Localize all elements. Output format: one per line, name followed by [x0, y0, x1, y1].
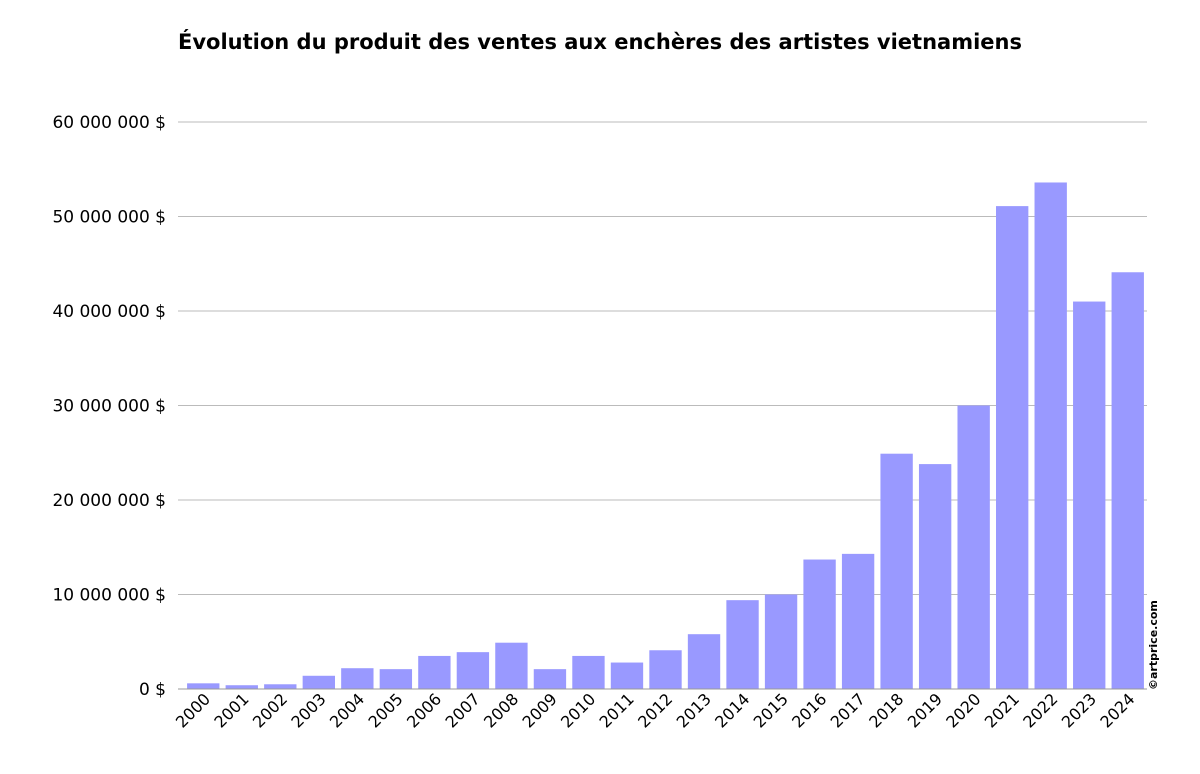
chart-title: Évolution du produit des ventes aux ench… — [178, 29, 1022, 54]
x-tick-label: 2007 — [442, 689, 484, 731]
bar-2022 — [1034, 182, 1067, 690]
bar-2019 — [918, 464, 952, 689]
bar-2016 — [803, 559, 836, 689]
x-tick-label: 2020 — [942, 689, 984, 731]
y-tick-label: 10 000 000 $ — [52, 586, 166, 606]
y-axis-ticks: 0 $ 10 000 000 $ 20 000 000 $ 30 000 000 $ 4… — [52, 113, 166, 700]
bar-2018 — [880, 453, 913, 689]
x-tick-label: 2002 — [249, 689, 291, 731]
bar-2008 — [495, 642, 528, 689]
x-axis-ticks: 2000200120022003200420052006200720082009… — [172, 689, 1139, 731]
bar-2012 — [649, 650, 682, 689]
bar-2001 — [225, 685, 258, 689]
y-tick-label: 40 000 000 $ — [52, 302, 166, 322]
x-tick-label: 2004 — [326, 689, 368, 731]
y-tick-label: 20 000 000 $ — [52, 491, 166, 511]
bar-2006 — [418, 655, 451, 689]
bar-2009 — [533, 669, 567, 689]
bar-2024 — [1111, 272, 1144, 689]
x-tick-label: 2013 — [673, 689, 715, 731]
x-tick-label: 2016 — [788, 689, 830, 731]
x-tick-label: 2022 — [1019, 689, 1061, 731]
x-tick-label: 2024 — [1096, 689, 1138, 731]
x-tick-label: 2009 — [519, 689, 561, 731]
x-tick-label: 2008 — [480, 689, 522, 731]
bar-2005 — [379, 669, 413, 689]
y-tick-label: 60 000 000 $ — [52, 113, 166, 133]
bars — [187, 182, 1144, 690]
x-tick-label: 2017 — [827, 689, 869, 731]
x-tick-label: 2005 — [364, 689, 406, 731]
x-tick-label: 2003 — [287, 689, 329, 731]
x-tick-label: 2019 — [904, 689, 946, 731]
x-tick-label: 2015 — [750, 689, 792, 731]
bar-2014 — [726, 600, 759, 689]
bar-2003 — [302, 675, 335, 689]
x-tick-label: 2011 — [596, 689, 638, 731]
x-tick-label: 2010 — [557, 689, 599, 731]
bar-2017 — [841, 553, 875, 689]
bar-2021 — [996, 206, 1029, 690]
y-tick-label: 0 $ — [139, 680, 166, 700]
bar-2010 — [572, 655, 605, 689]
bar-2013 — [687, 634, 721, 689]
credit-watermark: ©artprice.com — [1147, 600, 1160, 690]
bar-2002 — [264, 684, 297, 689]
y-tick-label: 50 000 000 $ — [52, 208, 166, 228]
bar-2020 — [957, 405, 990, 689]
bar-2011 — [610, 662, 644, 689]
x-tick-label: 2001 — [210, 689, 252, 731]
x-tick-label: 2014 — [711, 689, 753, 731]
x-tick-label: 2012 — [634, 689, 676, 731]
y-tick-label: 30 000 000 $ — [52, 397, 166, 417]
bar-2000 — [187, 683, 220, 689]
bar-2007 — [456, 652, 490, 689]
x-tick-label: 2018 — [865, 689, 907, 731]
bar-2004 — [341, 668, 374, 689]
x-tick-label: 2000 — [172, 689, 214, 731]
bar-2015 — [764, 594, 798, 689]
x-tick-label: 2006 — [403, 689, 445, 731]
grid-lines — [178, 121, 1147, 690]
x-tick-label: 2021 — [981, 689, 1023, 731]
x-tick-label: 2023 — [1058, 689, 1100, 731]
bar-2023 — [1073, 301, 1106, 689]
